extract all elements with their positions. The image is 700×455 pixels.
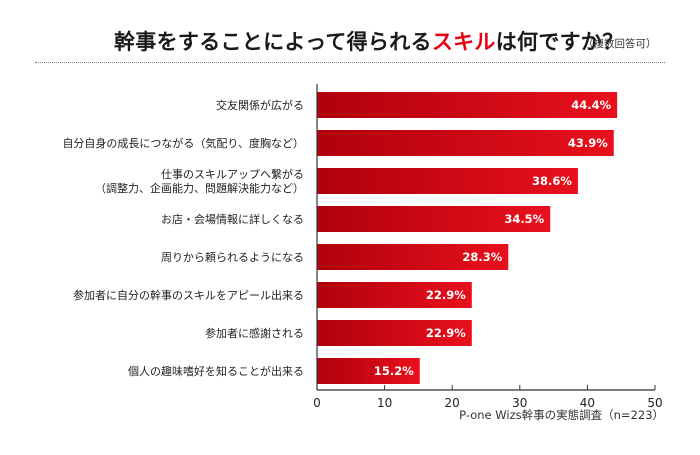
category-label-6: 参加者に感謝される: [205, 326, 304, 340]
value-label-1: 43.9%: [568, 136, 608, 150]
value-labels-group: 44.4% 43.9% 38.6% 34.5% 28.3% 22.9% 22.9% 15.2%: [374, 98, 612, 378]
x-tick-label-5: 50: [647, 396, 662, 410]
value-label-2: 38.6%: [532, 174, 572, 188]
value-label-0: 44.4%: [571, 98, 611, 112]
title-part-2: は何ですか？: [495, 30, 624, 54]
chart-title: 幹事をすることによって得られるスキルは何ですか？ （複数回答可）: [0, 22, 700, 62]
value-label-3: 34.5%: [504, 212, 544, 226]
bar-3: [317, 206, 551, 232]
category-label-1: 自分自身の成長につながる（気配り、度胸など）: [62, 136, 304, 150]
title-main: 幹事をすることによって得られるスキルは何ですか？: [114, 26, 624, 56]
x-tick-label-2: 20: [445, 396, 460, 410]
bar-1: [317, 130, 614, 156]
x-axis: 0 10 20 30 40 50: [313, 84, 663, 410]
title-part-1: 幹事をすることによって得られる: [114, 30, 432, 54]
source-note: P-one Wizs幹事の実態調査（n=223）: [459, 408, 664, 422]
category-label-7: 個人の趣味嗜好を知ることが出来る: [128, 364, 304, 378]
value-label-5: 22.9%: [426, 288, 466, 302]
category-label-4: 周りから頼られるようになる: [161, 251, 304, 264]
title-divider: [35, 62, 665, 63]
bars-group: [317, 92, 618, 384]
category-label-0: 交友関係が広がる: [216, 98, 304, 112]
bar-5: [317, 282, 472, 308]
title-note: （複数回答可）: [583, 38, 657, 50]
x-tick-label-0: 0: [313, 396, 321, 410]
x-tick-label-1: 10: [377, 396, 392, 410]
bar-7: [317, 358, 420, 384]
bar-6: [317, 320, 472, 346]
x-tick-label-4: 40: [580, 396, 595, 410]
bar-4: [317, 244, 509, 270]
value-label-6: 22.9%: [426, 326, 466, 340]
bar-2: [317, 168, 578, 194]
bar-0: [317, 92, 618, 118]
x-tick-label-3: 30: [512, 396, 527, 410]
category-label-3: お店・会場情報に詳しくなる: [161, 212, 304, 226]
category-label-5: 参加者に自分の幹事のスキルをアピール出来る: [73, 288, 304, 302]
value-label-7: 15.2%: [374, 364, 414, 378]
title-highlight: スキル: [431, 30, 496, 54]
value-label-4: 28.3%: [462, 250, 502, 264]
category-label-2: 仕事のスキルアップへ繋がる（調整力、企画能力、問題解決能力など）: [95, 167, 304, 195]
